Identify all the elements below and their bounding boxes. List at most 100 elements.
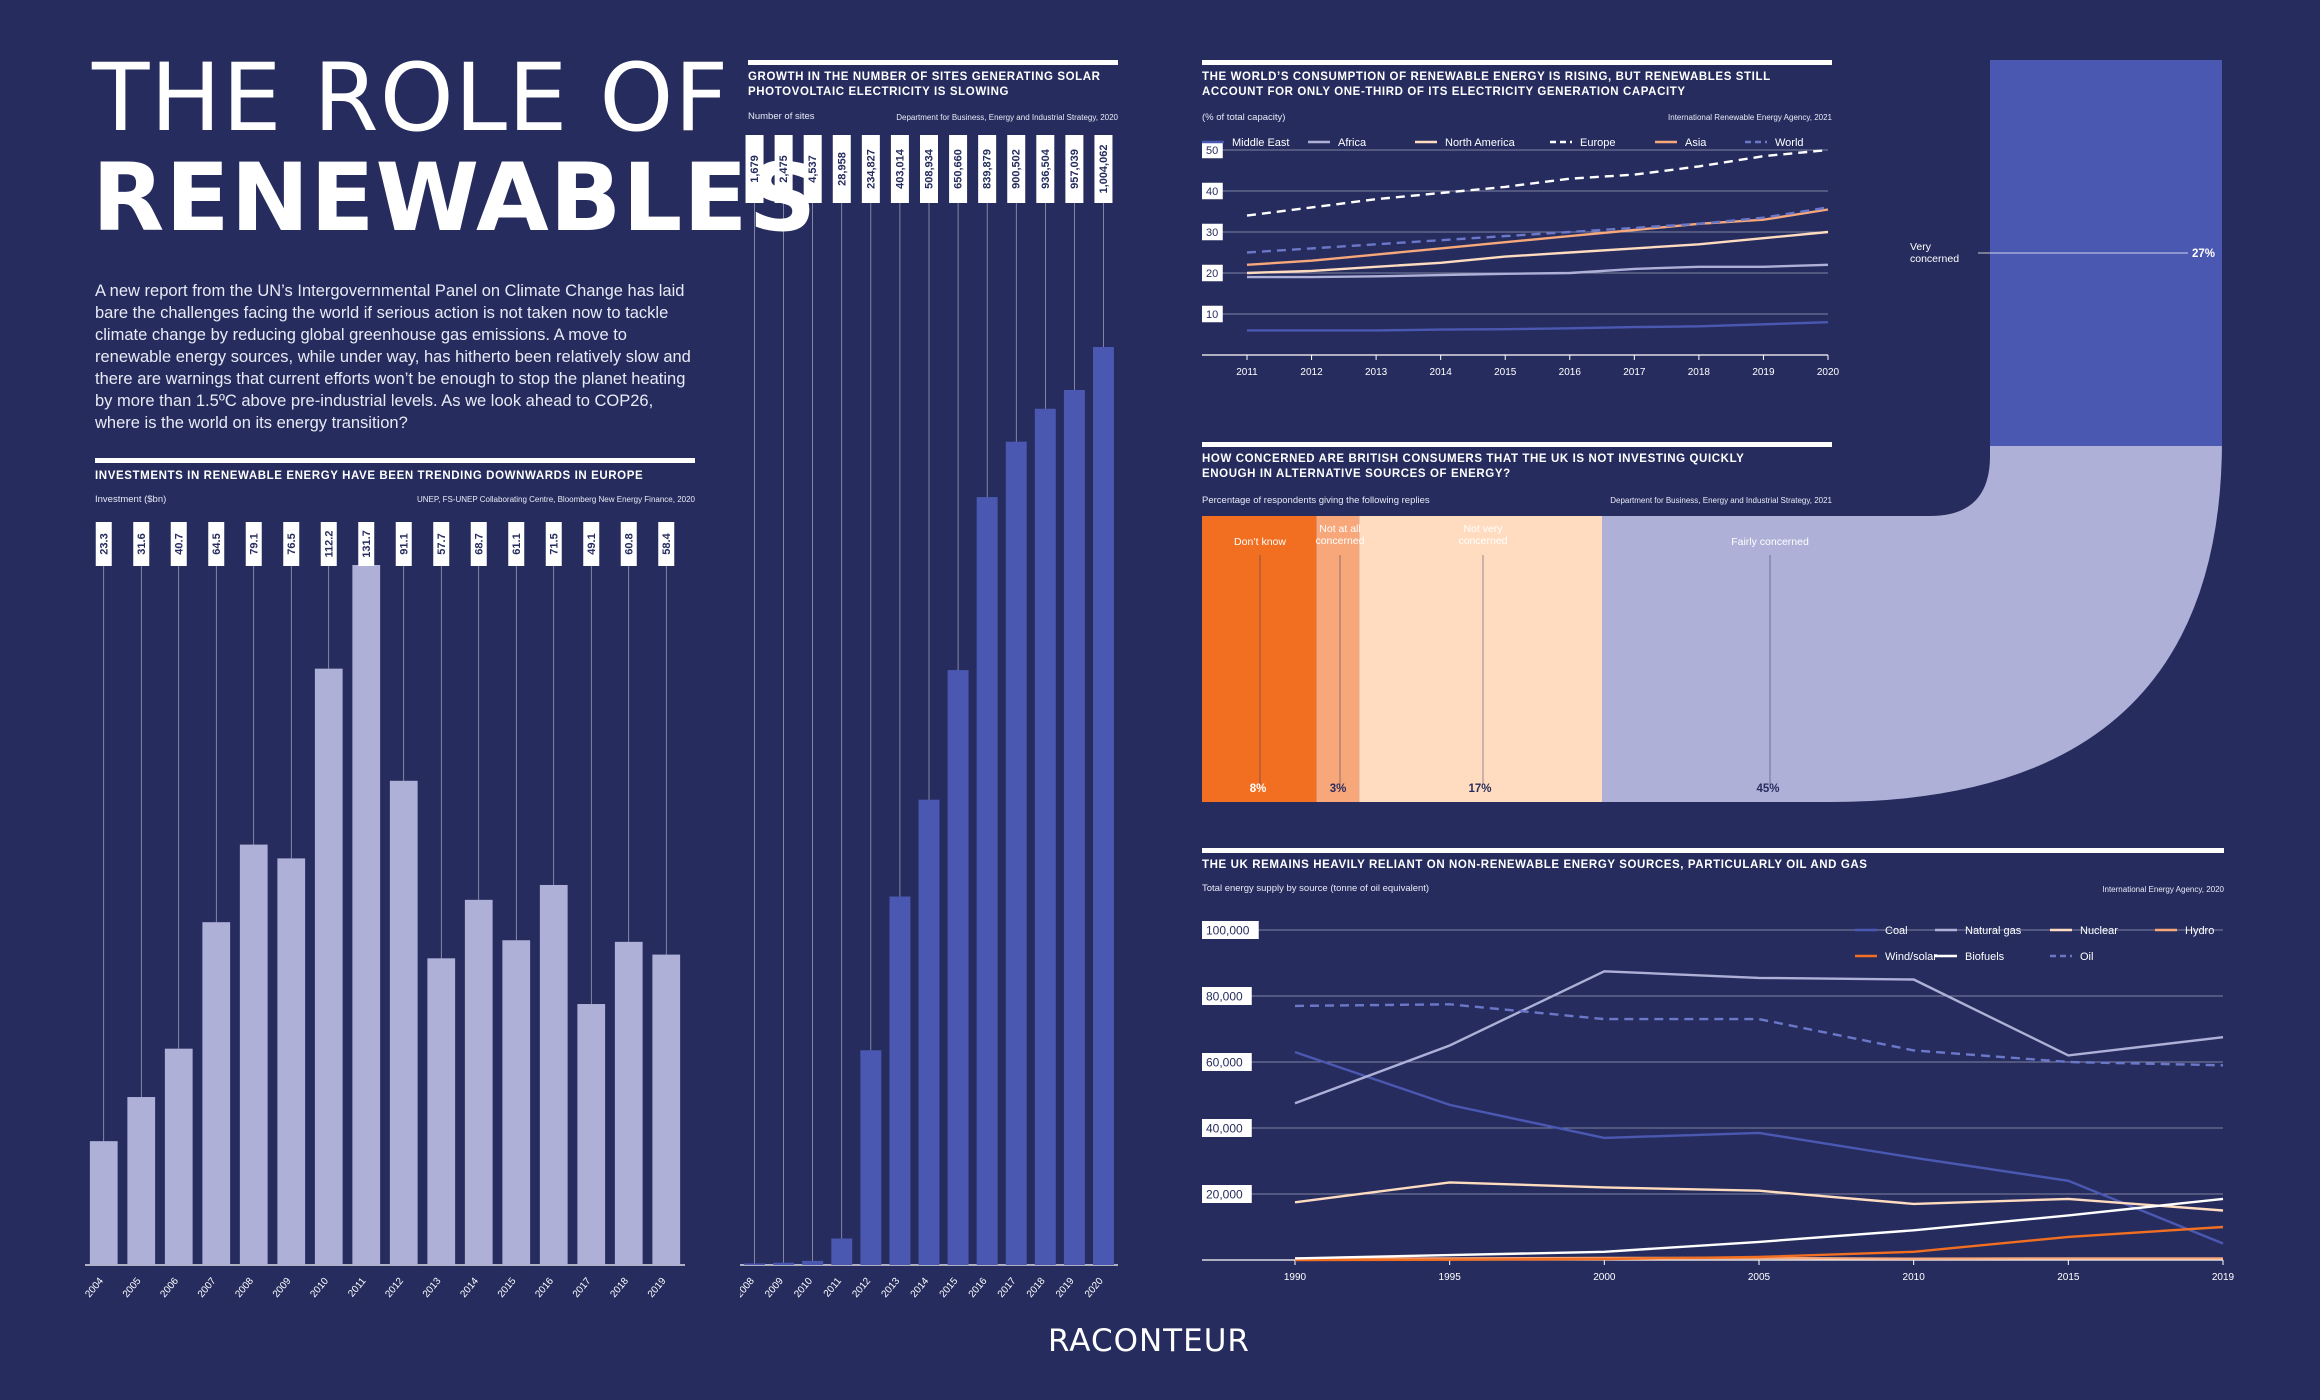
investments-data-label: 58.4	[661, 532, 673, 554]
solar-data-label: 2,475	[778, 155, 790, 183]
investments-label-box	[358, 522, 375, 566]
concern-segment	[1316, 516, 1360, 802]
consumption-ylabel: (% of total capacity)	[1202, 112, 1286, 123]
investments-bar	[202, 922, 231, 1265]
consumption-x-tick-label: 2019	[1752, 367, 1775, 378]
investments-label-box	[395, 522, 412, 566]
concern-percent-label: 45%	[1756, 783, 1779, 795]
investments-bar	[239, 844, 268, 1265]
consumption-y-tick-label: 20	[1206, 268, 1218, 280]
solar-label-box	[832, 135, 851, 203]
solar-ylabel: Number of sites	[748, 111, 815, 122]
investments-data-label: 79.1	[248, 533, 260, 554]
solar-label-box	[745, 135, 764, 203]
concern-percent-label: 8%	[1250, 783, 1267, 795]
solar-tick-label: 2008	[740, 1276, 757, 1300]
consumption-y-tick-label: 10	[1206, 309, 1218, 321]
investments-label-box	[433, 522, 450, 566]
investments-tick-label: 2012	[383, 1276, 406, 1300]
supply-ylabel: Total energy supply by source (tonne of …	[1202, 883, 1430, 894]
investments-label-box	[133, 522, 150, 566]
investments-source: UNEP, FS-UNEP Collaborating Centre, Bloo…	[416, 495, 695, 504]
solar-tick-label: 2019	[1054, 1276, 1077, 1300]
solar-label-box	[1007, 135, 1026, 203]
consumption-series-line	[1246, 148, 1829, 217]
consumption-legend-label: Middle East	[1232, 137, 1289, 149]
investments-tick-label: 2015	[496, 1276, 519, 1300]
supply-tick-box	[1202, 1185, 1252, 1203]
consumption-x-tick-label: 2015	[1494, 367, 1517, 378]
solar-tick-label: 2016	[967, 1276, 990, 1300]
solar-data-label: 403,014	[894, 148, 906, 189]
solar-bar	[1063, 389, 1085, 1265]
solar-bar	[831, 1238, 853, 1265]
solar-bar	[1034, 408, 1056, 1265]
investments-label-box	[508, 522, 525, 566]
investments-bar	[502, 940, 531, 1265]
investments-bar	[127, 1097, 156, 1265]
concern-ylabel: Percentage of respondents giving the fol…	[1202, 495, 1430, 506]
supply-tick-box	[1202, 1119, 1252, 1137]
solar-tick-label: 2011	[822, 1276, 845, 1300]
solar-tick-label: 2015	[938, 1276, 961, 1300]
consumption-y-tick-label: 30	[1206, 227, 1218, 239]
solar-label-box	[1036, 135, 1055, 203]
investments-data-label: 91.1	[398, 533, 410, 554]
solar-label-box	[949, 135, 968, 203]
solar-bar	[744, 1263, 766, 1265]
supply-series-line	[1294, 1050, 2224, 1245]
solar-source: Department for Business, Energy and Indu…	[896, 113, 1118, 122]
investments-bar	[277, 858, 306, 1265]
investments-ylabel: Investment ($bn)	[95, 494, 167, 505]
supply-source: International Energy Agency, 2020	[2102, 885, 2224, 894]
concern-percent-label: 27%	[2192, 248, 2215, 260]
investments-bar	[464, 899, 493, 1265]
investments-tick-label: 2008	[233, 1276, 256, 1300]
investments-label-box	[320, 522, 337, 566]
concern-category-label: concerned	[1315, 535, 1364, 547]
solar-data-label: 28,958	[836, 152, 848, 186]
consumption-x-tick-label: 2016	[1559, 367, 1582, 378]
solar-label-box	[920, 135, 938, 203]
supply-legend-label: Nuclear	[2080, 925, 2118, 937]
investments-label-box	[658, 522, 675, 566]
supply-series-line	[1294, 970, 2224, 1105]
supply-y-tick-label: 60,000	[1206, 1055, 1243, 1069]
supply-y-tick-label: 100,000	[1206, 923, 1250, 937]
consumption-tick-box	[1202, 141, 1223, 159]
consumption-legend-label: Asia	[1685, 137, 1707, 149]
supply-legend-label: Wind/solar	[1885, 951, 1937, 963]
investments-label-box	[283, 522, 300, 566]
supply-tick-box	[1202, 1053, 1252, 1071]
solar-bar	[918, 799, 940, 1265]
investments-bar	[577, 1004, 606, 1265]
solar-data-label: 1,679	[749, 155, 761, 183]
solar-tick-label: 2018	[1025, 1276, 1048, 1300]
supply-y-tick-label: 20,000	[1206, 1187, 1243, 1201]
consumption-x-tick-label: 2018	[1688, 367, 1711, 378]
solar-data-label: 234,827	[865, 149, 877, 189]
solar-tick-label: 2014	[909, 1276, 932, 1300]
intro-paragraph: A new report from the UN’s Intergovernme…	[95, 282, 691, 432]
investments-tick-label: 2007	[196, 1276, 219, 1300]
investments-data-label: 49.1	[586, 533, 598, 554]
investments-label-box	[245, 522, 262, 566]
solar-bar	[1092, 347, 1114, 1265]
investments-tick-label: 2009	[271, 1276, 294, 1300]
concern-category-label: Not at all	[1319, 523, 1360, 535]
consumption-legend-label: Africa	[1338, 137, 1367, 149]
concern-category-label: concerned	[1910, 253, 1959, 265]
solar-bar	[947, 670, 969, 1265]
concern-title: HOW CONCERNED ARE BRITISH CONSUMERS THAT…	[1202, 453, 1745, 480]
solar-label-box	[803, 135, 822, 203]
supply-title: THE UK REMAINS HEAVILY RELIANT ON NON-RE…	[1202, 859, 1868, 871]
investments-bar	[539, 884, 568, 1265]
investments-tick-label: 2014	[458, 1276, 481, 1300]
investments-rule	[95, 458, 695, 463]
investments-bar	[614, 941, 643, 1265]
solar-tick-label: 2017	[996, 1276, 1019, 1300]
investments-data-label: 68.7	[473, 533, 485, 554]
investments-tick-label: 2016	[533, 1276, 556, 1300]
concern-category-label: concerned	[1458, 535, 1507, 547]
